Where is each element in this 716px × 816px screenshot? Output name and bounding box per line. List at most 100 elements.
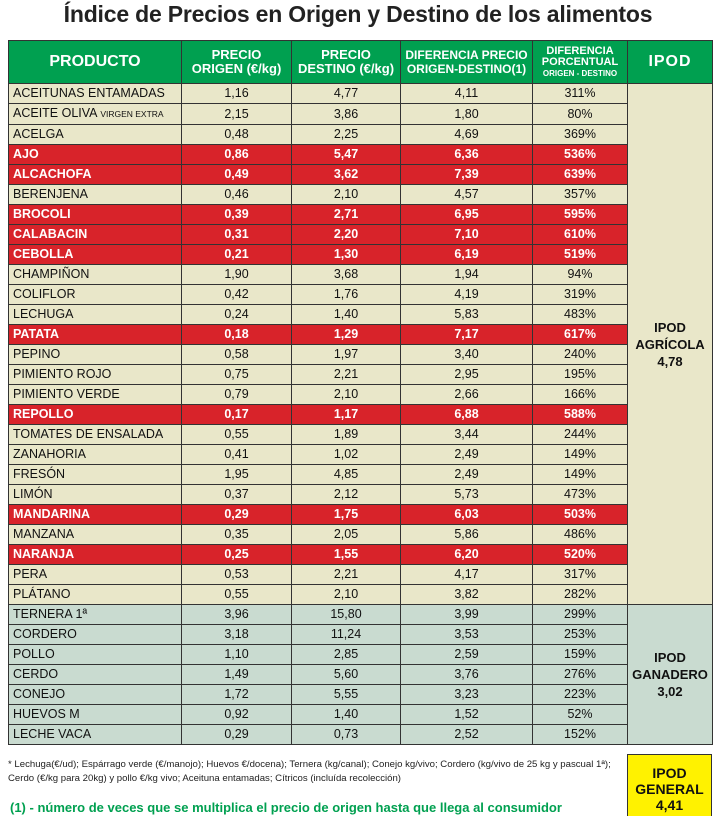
cell-dif: 3,23	[400, 684, 533, 705]
cell-destino: 0,73	[291, 724, 401, 745]
cell-dif: 6,03	[400, 504, 533, 525]
cell-destino: 1,55	[291, 544, 401, 565]
product-label: CONEJO	[13, 687, 66, 701]
cell-destino: 5,55	[291, 684, 401, 705]
cell-destino: 2,21	[291, 364, 401, 385]
cell-pct: 240%	[532, 344, 628, 365]
cell-destino: 2,10	[291, 184, 401, 205]
product-label: PIMIENTO VERDE	[13, 387, 120, 401]
table-row: CERDO 1,49 5,60 3,76 276%	[8, 664, 713, 685]
cell-dif: 6,36	[400, 144, 533, 165]
cell-origen: 0,29	[181, 504, 292, 525]
product-label: BROCOLI	[13, 207, 71, 221]
product-name: PIMIENTO ROJO	[8, 364, 182, 385]
table-row: PLÁTANO 0,55 2,10 3,82 282%	[8, 584, 713, 605]
cell-dif: 5,83	[400, 304, 533, 325]
cell-destino: 2,10	[291, 584, 401, 605]
table-row: MANDARINA 0,29 1,75 6,03 503%	[8, 504, 713, 525]
cell-destino: 1,30	[291, 244, 401, 265]
cell-origen: 0,24	[181, 304, 292, 325]
cell-destino: 3,86	[291, 103, 401, 125]
cell-pct: 483%	[532, 304, 628, 325]
cell-dif: 3,40	[400, 344, 533, 365]
header-text: PRECIO	[321, 47, 371, 62]
product-name: ACEITE OLIVA VIRGEN EXTRA	[8, 103, 182, 125]
cell-origen: 0,17	[181, 404, 292, 425]
header-text: DIFERENCIA PRECIO	[405, 48, 528, 62]
table-row: REPOLLO 0,17 1,17 6,88 588%	[8, 404, 713, 425]
header-porcentual: DIFERENCIA PORCENTUAL ORIGEN - DESTINO	[532, 40, 628, 84]
cell-pct: 639%	[532, 164, 628, 185]
table-row: CORDERO 3,18 11,24 3,53 253%	[8, 624, 713, 645]
product-label: CERDO	[13, 667, 59, 681]
cell-origen: 0,29	[181, 724, 292, 745]
cell-destino: 2,21	[291, 564, 401, 585]
cell-dif: 2,95	[400, 364, 533, 385]
cell-destino: 2,85	[291, 644, 401, 665]
product-label: FRESÓN	[13, 467, 66, 481]
cell-dif: 4,69	[400, 124, 533, 145]
cell-origen: 0,42	[181, 284, 292, 305]
product-name: COLIFLOR	[8, 284, 182, 305]
product-label: ACELGA	[13, 127, 64, 141]
cell-dif: 4,11	[400, 83, 533, 104]
cell-destino: 4,77	[291, 83, 401, 104]
cell-pct: 299%	[532, 604, 628, 625]
ipod-ganadero: IPOD GANADERO 3,02	[627, 604, 713, 745]
cell-origen: 0,31	[181, 224, 292, 245]
cell-destino: 2,10	[291, 384, 401, 405]
cell-origen: 0,55	[181, 584, 292, 605]
product-label: LECHE VACA	[13, 727, 92, 741]
header-precio-origen: PRECIO ORIGEN (€/kg)	[181, 40, 292, 84]
cell-origen: 0,86	[181, 144, 292, 165]
table-row: TOMATES DE ENSALADA 0,55 1,89 3,44 244%	[8, 424, 713, 445]
table-row: BROCOLI 0,39 2,71 6,95 595%	[8, 204, 713, 225]
cell-pct: 149%	[532, 464, 628, 485]
ipod-label: AGRÍCOLA	[635, 336, 705, 352]
cell-dif: 2,49	[400, 464, 533, 485]
cell-dif: 3,53	[400, 624, 533, 645]
product-name: ACEITUNAS ENTAMADAS	[8, 83, 182, 104]
cell-origen: 3,96	[181, 604, 292, 625]
cell-dif: 3,82	[400, 584, 533, 605]
header-text: PORCENTUAL	[541, 55, 619, 68]
product-label: ALCACHOFA	[13, 167, 92, 181]
cell-pct: 519%	[532, 244, 628, 265]
cell-origen: 0,37	[181, 484, 292, 505]
cell-dif: 4,17	[400, 564, 533, 585]
product-label: TOMATES DE ENSALADA	[13, 427, 164, 441]
cell-dif: 5,73	[400, 484, 533, 505]
cell-pct: 486%	[532, 524, 628, 545]
cell-destino: 2,25	[291, 124, 401, 145]
cell-destino: 1,02	[291, 444, 401, 465]
cell-origen: 0,49	[181, 164, 292, 185]
product-label: MANDARINA	[13, 507, 91, 521]
cell-pct: 617%	[532, 324, 628, 345]
table-row: LECHUGA 0,24 1,40 5,83 483%	[8, 304, 713, 325]
table-row: AJO 0,86 5,47 6,36 536%	[8, 144, 713, 165]
cell-destino: 2,05	[291, 524, 401, 545]
table-row: MANZANA 0,35 2,05 5,86 486%	[8, 524, 713, 545]
ipod-label: GANADERO	[632, 667, 708, 682]
table-row: ACEITE OLIVA VIRGEN EXTRA 2,15 3,86 1,80 80%	[8, 103, 713, 125]
cell-destino: 15,80	[291, 604, 401, 625]
cell-dif: 1,52	[400, 704, 533, 725]
cell-pct: 166%	[532, 384, 628, 405]
product-name: MANZANA	[8, 524, 182, 545]
cell-destino: 11,24	[291, 624, 401, 645]
table-row: PEPINO 0,58 1,97 3,40 240%	[8, 344, 713, 365]
table-row: BERENJENA 0,46 2,10 4,57 357%	[8, 184, 713, 205]
cell-pct: 311%	[532, 83, 628, 104]
product-name: NARANJA	[8, 544, 182, 565]
product-name: LECHUGA	[8, 304, 182, 325]
product-name: CHAMPIÑON	[8, 264, 182, 285]
cell-pct: 159%	[532, 644, 628, 665]
table-row: ALCACHOFA 0,49 3,62 7,39 639%	[8, 164, 713, 185]
cell-destino: 5,47	[291, 144, 401, 165]
cell-dif: 4,19	[400, 284, 533, 305]
product-label: CALABACIN	[13, 227, 88, 241]
product-name: CORDERO	[8, 624, 182, 645]
product-name: BROCOLI	[8, 204, 182, 225]
table-row: NARANJA 0,25 1,55 6,20 520%	[8, 544, 713, 565]
product-name: LIMÓN	[8, 484, 182, 505]
